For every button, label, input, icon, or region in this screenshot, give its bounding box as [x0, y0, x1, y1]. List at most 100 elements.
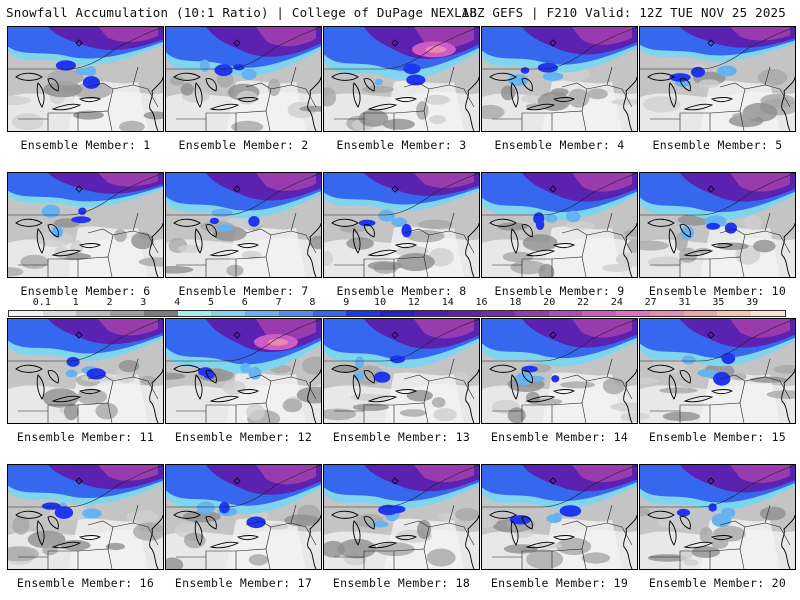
ensemble-member-label: Ensemble Member: 15 [648, 430, 787, 444]
snowfall-map [640, 465, 795, 569]
colorbar-segment [751, 311, 785, 316]
snowfall-map [640, 173, 795, 277]
snowfall-map [482, 465, 637, 569]
colorbar-tick-label: 16 [475, 297, 488, 308]
colorbar-segment [413, 311, 448, 316]
colorbar-tick-labels: 0.1 1 2 3 4 5 6 7 8 9 10 12 14 16 18 20 22 24 27 31 35 39 [8, 297, 786, 309]
ensemble-member-label: Ensemble Member: 19 [490, 576, 629, 590]
ensemble-member-label: Ensemble Member: 13 [332, 430, 471, 444]
colorbar-segment [76, 311, 111, 316]
colorbar-tick-label: 1 [72, 297, 79, 308]
colorbar-segment [346, 311, 381, 316]
ensemble-member-label: Ensemble Member: 16 [16, 576, 155, 590]
colorbar-tick-label: 0.1 [32, 297, 51, 308]
map-title: Snowfall Accumulation (10:1 Ratio) | Col… [6, 5, 478, 20]
colorbar-tick-label: 3 [140, 297, 147, 308]
colorbar-tick-label: 31 [678, 297, 691, 308]
snowfall-map-panel[interactable] [639, 318, 796, 424]
ensemble-member-label: Ensemble Member: 2 [178, 138, 309, 152]
colorbar-tick-label: 39 [746, 297, 759, 308]
snowfall-map-panel[interactable] [7, 172, 164, 278]
colorbar-tick-label: 5 [207, 297, 214, 308]
snowfall-map [482, 319, 637, 423]
colorbar-segment [211, 311, 246, 316]
snowfall-map-panel[interactable] [323, 464, 480, 570]
colorbar-tick-label: 24 [610, 297, 623, 308]
colorbar-tick-label: 6 [241, 297, 248, 308]
snowfall-map [166, 27, 321, 131]
snowfall-map-panel[interactable] [165, 172, 322, 278]
snowfall-map-panel[interactable] [639, 172, 796, 278]
ensemble-member-label: Ensemble Member: 14 [490, 430, 629, 444]
ensemble-member-label: Ensemble Member: 8 [336, 284, 467, 298]
ensemble-member-label: Ensemble Member: 10 [648, 284, 787, 298]
snowfall-map-panel[interactable] [7, 26, 164, 132]
colorbar-segment [245, 311, 279, 316]
snowfall-map [482, 27, 637, 131]
snowfall-map-panel[interactable] [481, 172, 638, 278]
ensemble-member-label: Ensemble Member: 7 [178, 284, 309, 298]
colorbar-tick-label: 8 [309, 297, 316, 308]
colorbar-tick-label: 10 [374, 297, 387, 308]
colorbar-tick-label: 2 [106, 297, 113, 308]
colorbar-segment [447, 311, 482, 316]
snowfall-map [166, 319, 321, 423]
snowfall-map [640, 319, 795, 423]
colorbar-segment [683, 311, 718, 316]
colorbar-tick-label: 14 [441, 297, 454, 308]
snowfall-map-panel[interactable] [165, 26, 322, 132]
colorbar-segment [481, 311, 516, 316]
snowfall-map-panel[interactable] [481, 26, 638, 132]
snowfall-map [166, 173, 321, 277]
snowfall-map [8, 27, 163, 131]
colorbar-tick-label: 12 [407, 297, 420, 308]
colorbar-tick-label: 20 [543, 297, 556, 308]
ensemble-member-label: Ensemble Member: 6 [20, 284, 151, 298]
colorbar-segment [717, 311, 752, 316]
ensemble-member-label: Ensemble Member: 4 [494, 138, 625, 152]
colorbar-segment [42, 311, 77, 316]
snowfall-map-panel[interactable] [639, 464, 796, 570]
snowfall-map [166, 465, 321, 569]
snowfall-map-panel[interactable] [481, 318, 638, 424]
ensemble-member-label: Ensemble Member: 12 [174, 430, 313, 444]
colorbar-segment [649, 311, 684, 316]
colorbar-tick-label: 35 [712, 297, 725, 308]
snowfall-map-panel[interactable] [639, 26, 796, 132]
snowfall-colorbar [8, 310, 786, 317]
colorbar-tick-label: 4 [174, 297, 181, 308]
ensemble-member-label: Ensemble Member: 5 [652, 138, 783, 152]
colorbar-tick-label: 9 [343, 297, 350, 308]
colorbar-segment [582, 311, 617, 316]
snowfall-map-panel[interactable] [323, 318, 480, 424]
snowfall-map [324, 465, 479, 569]
snowfall-map-panel[interactable] [323, 26, 480, 132]
snowfall-map-panel[interactable] [481, 464, 638, 570]
snowfall-map-panel[interactable] [7, 464, 164, 570]
ensemble-member-label: Ensemble Member: 9 [494, 284, 625, 298]
colorbar-tick-label: 22 [577, 297, 590, 308]
snowfall-map-panel[interactable] [165, 464, 322, 570]
ensemble-member-label: Ensemble Member: 11 [16, 430, 155, 444]
colorbar-tick-label: 7 [275, 297, 282, 308]
ensemble-member-label: Ensemble Member: 1 [20, 138, 151, 152]
colorbar-segment [312, 311, 347, 316]
snowfall-map [324, 27, 479, 131]
snowfall-map [640, 27, 795, 131]
snowfall-map [8, 465, 163, 569]
snowfall-map-panel[interactable] [323, 172, 480, 278]
snowfall-map [482, 173, 637, 277]
snowfall-map [8, 319, 163, 423]
colorbar-segment [177, 311, 212, 316]
colorbar-segment [380, 311, 414, 316]
ensemble-member-label: Ensemble Member: 3 [336, 138, 467, 152]
colorbar-segment [278, 311, 313, 316]
colorbar-segment [515, 311, 549, 316]
colorbar-tick-label: 18 [509, 297, 522, 308]
snowfall-map-panel[interactable] [7, 318, 164, 424]
snowfall-map-panel[interactable] [165, 318, 322, 424]
snowfall-map [324, 319, 479, 423]
ensemble-member-label: Ensemble Member: 17 [174, 576, 313, 590]
colorbar-segment [616, 311, 650, 316]
colorbar-tick-label: 27 [644, 297, 657, 308]
